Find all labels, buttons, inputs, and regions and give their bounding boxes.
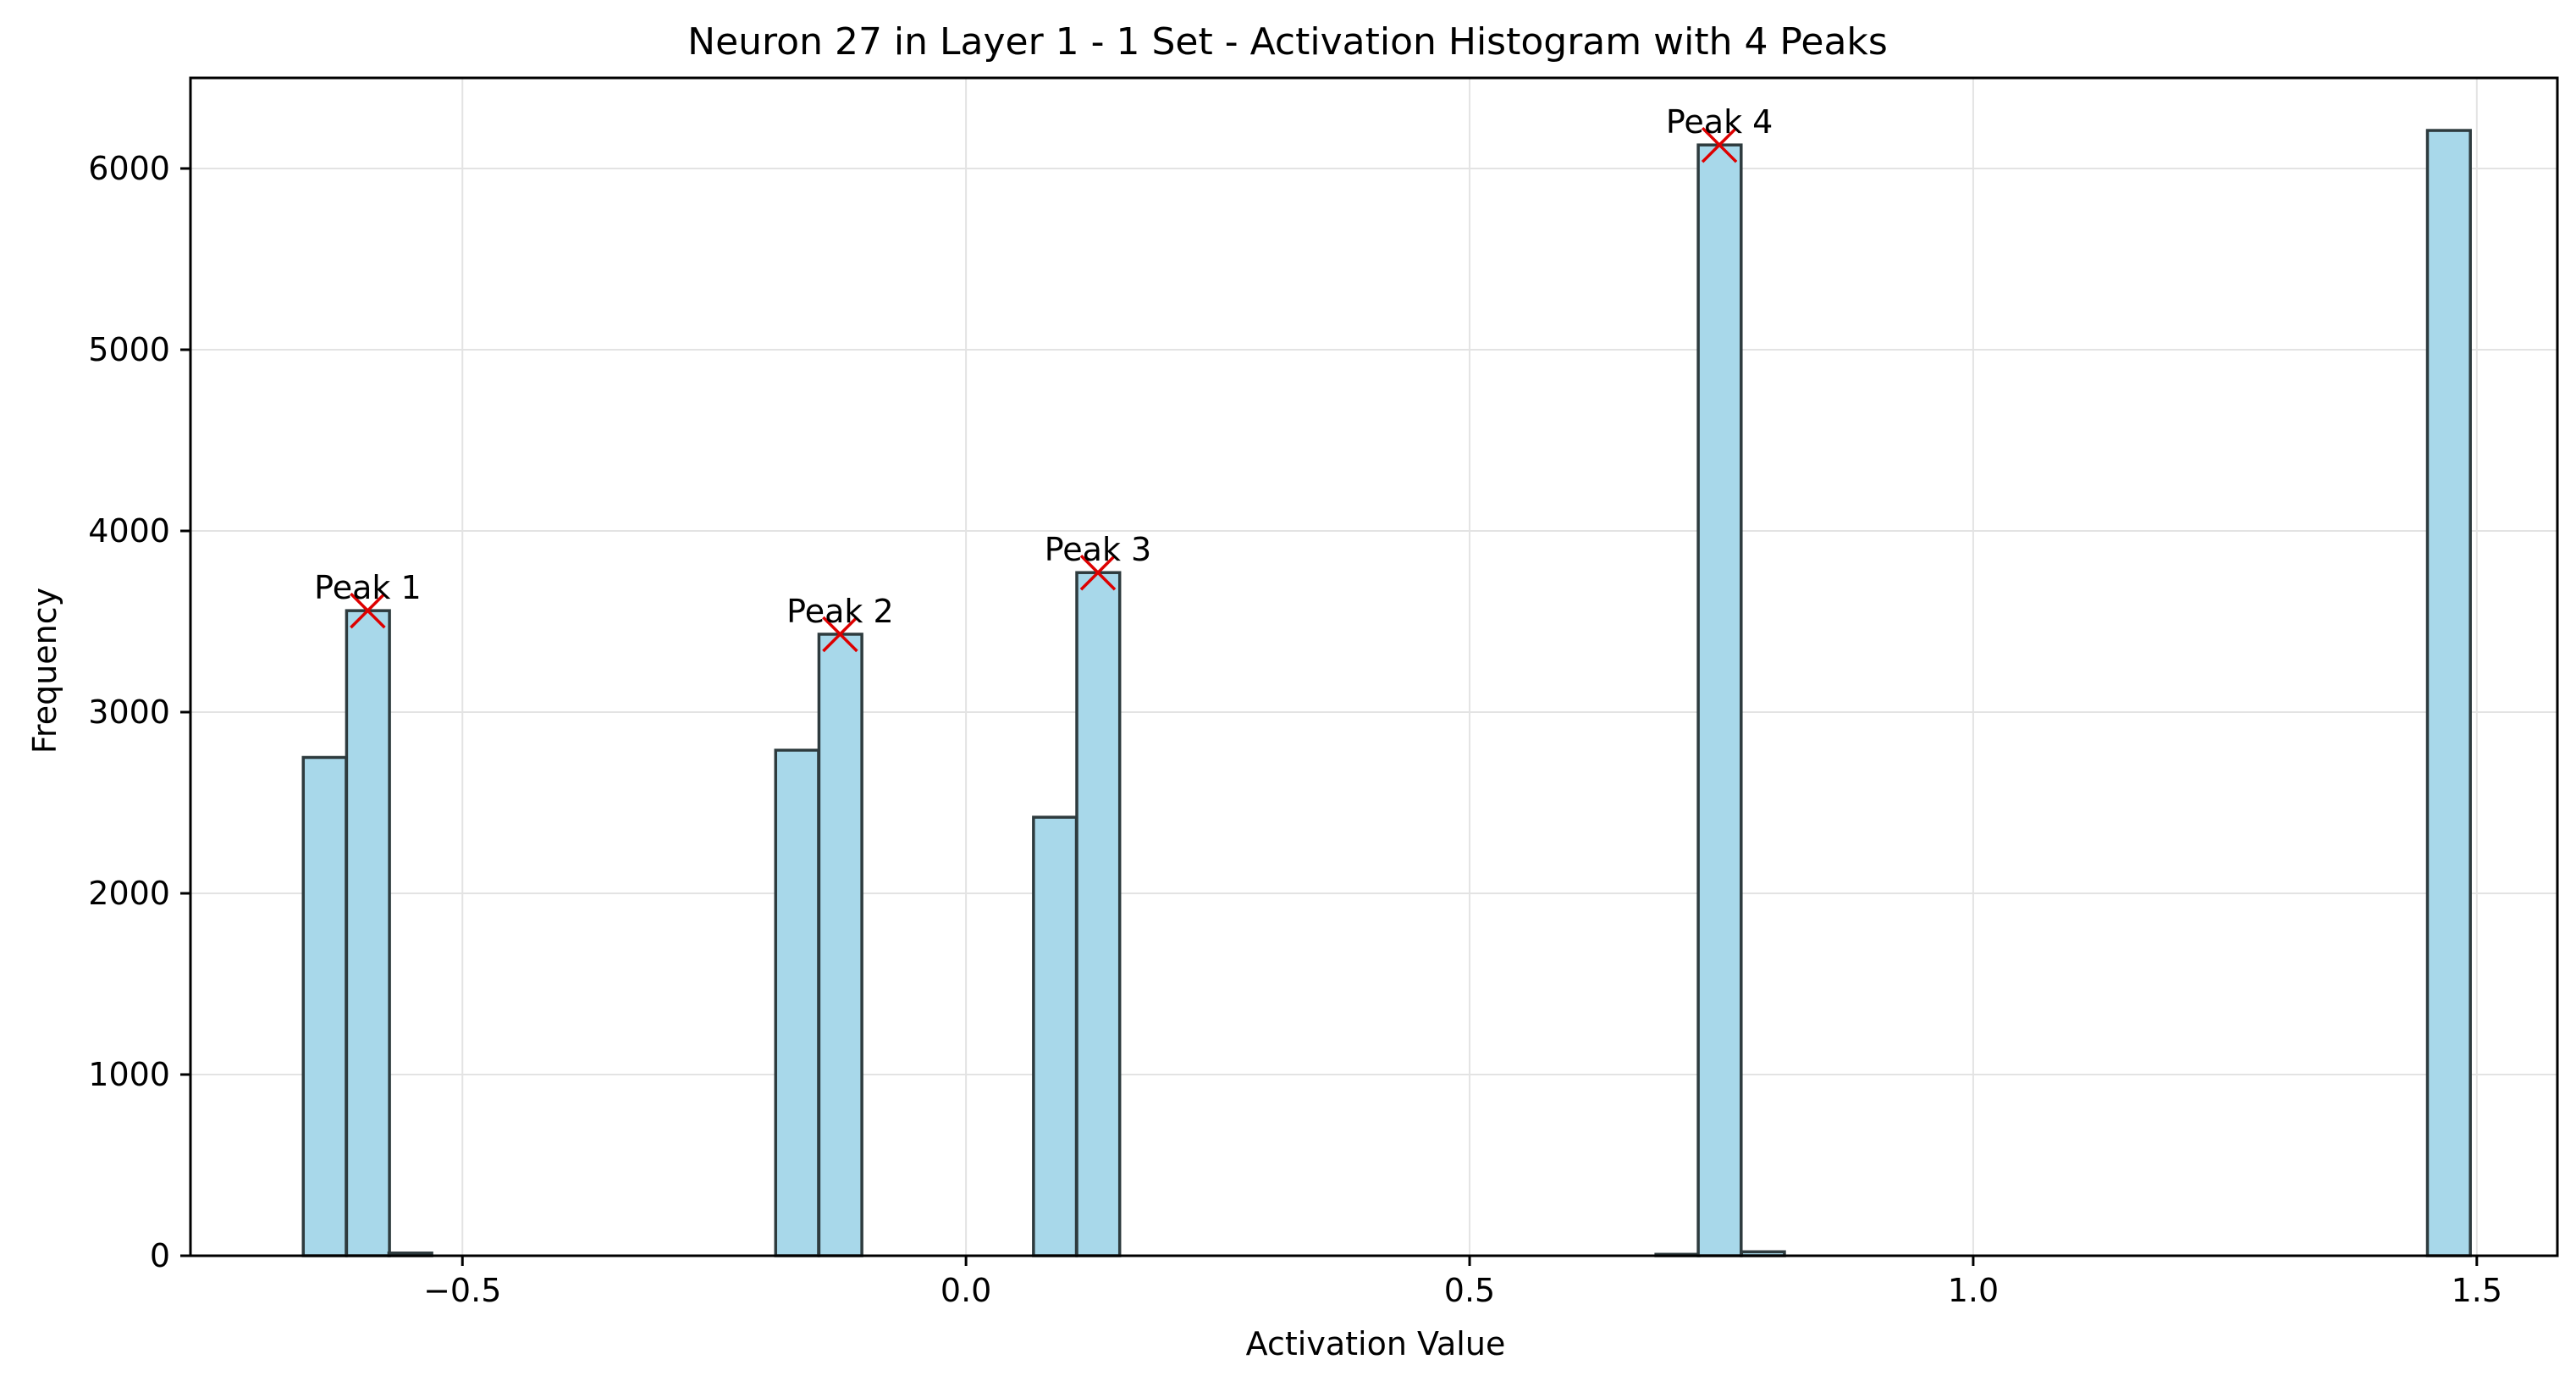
x-tick-label: 0.5	[1444, 1272, 1495, 1309]
y-axis-ticks: 0 1000 2000 3000 4000 5000 6000	[88, 150, 190, 1274]
x-tick-label: 1.0	[1948, 1272, 1999, 1309]
peak-label: Peak 4	[1666, 103, 1773, 141]
histogram-bar	[1075, 571, 1122, 1257]
histogram-bar	[1032, 815, 1078, 1257]
histogram-bar	[774, 749, 820, 1257]
peak-label: Peak 1	[314, 569, 422, 606]
peak-label: Peak 3	[1045, 531, 1152, 568]
histogram-bar	[2425, 129, 2472, 1257]
y-tick-label: 4000	[88, 512, 170, 550]
x-tick-label: −0.5	[423, 1272, 501, 1309]
peak-marker	[822, 616, 858, 653]
peak-marker	[1079, 554, 1117, 591]
y-tick-label: 2000	[88, 875, 170, 912]
x-tick-label: 1.5	[2452, 1272, 2502, 1309]
x-axis-ticks: −0.5 0.0 0.5 1.0 1.5	[423, 1256, 2502, 1309]
chart-title: Neuron 27 in Layer 1 - 1 Set - Activatio…	[687, 20, 1888, 64]
y-tick-label: 3000	[88, 694, 170, 731]
y-axis-label: Frequency	[26, 588, 63, 754]
histogram-bar	[301, 755, 348, 1257]
y-tick-label: 5000	[88, 331, 170, 368]
y-tick-label: 1000	[88, 1056, 170, 1093]
histogram-bar	[1696, 143, 1743, 1257]
peak-label: Peak 2	[786, 593, 894, 630]
plot-frame	[189, 76, 2559, 1257]
histogram-bar	[345, 609, 391, 1257]
peak-markers: Peak 1 Peak 2 Peak 3 Peak 4	[314, 103, 1773, 653]
y-tick-label: 6000	[88, 150, 170, 187]
peak-marker	[350, 592, 386, 629]
peak-marker	[1701, 126, 1738, 163]
x-tick-label: 0.0	[940, 1272, 991, 1309]
histogram-bars	[301, 129, 2472, 1257]
x-axis-label: Activation Value	[1246, 1325, 1506, 1362]
grid-lines	[190, 78, 2557, 1257]
histogram-bar	[817, 633, 863, 1257]
y-tick-label: 0	[150, 1237, 170, 1274]
